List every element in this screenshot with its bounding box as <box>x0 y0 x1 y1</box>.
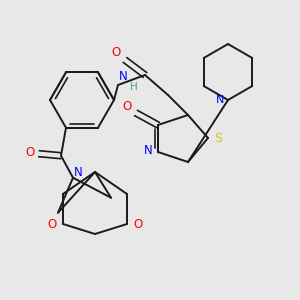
Text: N: N <box>118 70 127 83</box>
Text: H: H <box>130 82 138 92</box>
Text: O: O <box>111 46 121 59</box>
Text: O: O <box>26 146 34 159</box>
Text: N: N <box>216 95 224 105</box>
Text: S: S <box>214 131 222 145</box>
Text: N: N <box>74 166 82 179</box>
Text: O: O <box>122 100 132 113</box>
Text: O: O <box>134 218 142 230</box>
Text: O: O <box>47 218 57 230</box>
Text: N: N <box>144 143 152 157</box>
